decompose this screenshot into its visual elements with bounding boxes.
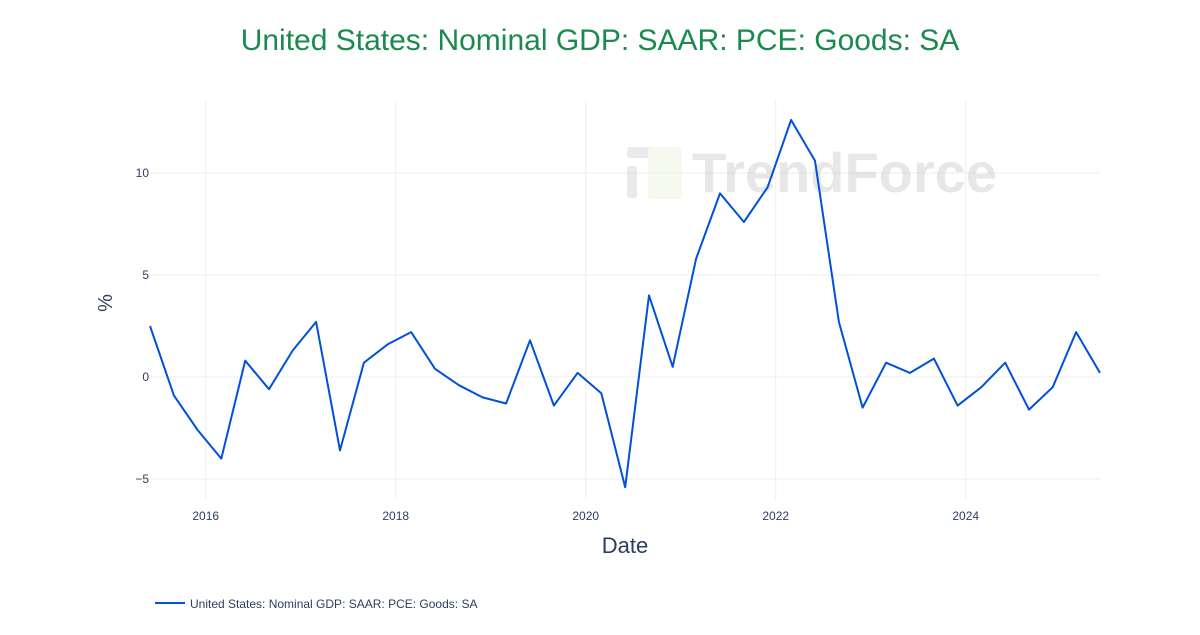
y-axis-ticks: −5 0 5 10 (135, 166, 149, 486)
chart-title: United States: Nominal GDP: SAAR: PCE: G… (241, 24, 960, 57)
y-axis-label: % (95, 294, 117, 312)
x-tick-label: 2022 (762, 509, 789, 523)
grid (150, 100, 1100, 500)
watermark-text: TrendForce (692, 141, 997, 204)
y-tick-label: −5 (135, 472, 149, 486)
series-line[interactable] (149, 119, 1101, 489)
y-tick-label: 10 (136, 166, 150, 180)
x-axis-label: Date (602, 533, 648, 558)
y-tick-label: 5 (142, 268, 149, 282)
trendforce-watermark-logo: TrendForce (627, 141, 997, 204)
y-tick-label: 0 (142, 370, 149, 384)
x-axis-ticks: 2016 2018 2020 2022 2024 (192, 509, 979, 523)
legend[interactable]: United States: Nominal GDP: SAAR: PCE: G… (155, 597, 477, 611)
x-tick-label: 2020 (572, 509, 599, 523)
series-layer (149, 119, 1101, 489)
x-tick-label: 2024 (952, 509, 979, 523)
legend-label[interactable]: United States: Nominal GDP: SAAR: PCE: G… (190, 597, 477, 611)
x-tick-label: 2018 (382, 509, 409, 523)
x-tick-label: 2016 (192, 509, 219, 523)
